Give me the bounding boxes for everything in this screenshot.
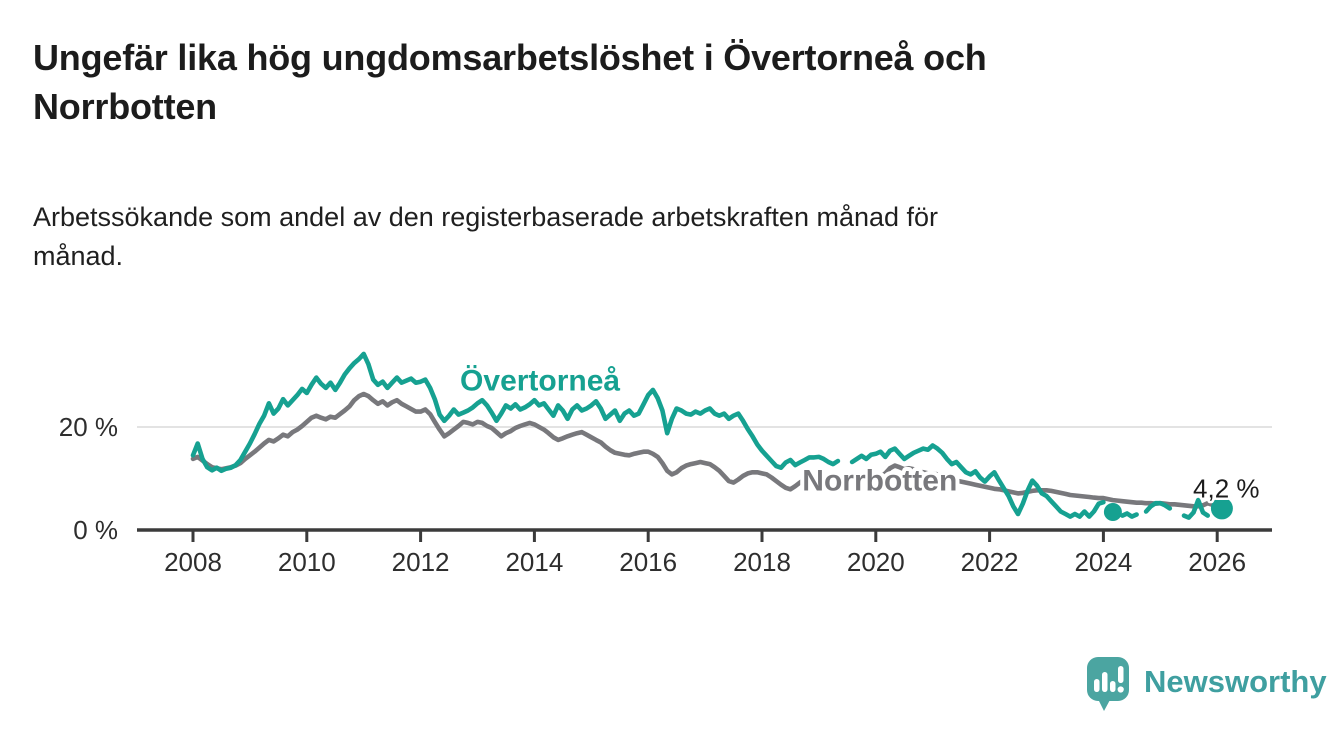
x-axis-label-2016: 2016 — [619, 547, 677, 577]
page-subtitle: Arbetssökande som andel av den registerb… — [33, 202, 939, 272]
series-line-norrbotten — [190, 391, 1225, 509]
end-point-marker-overtornea — [1210, 497, 1233, 520]
brand-footer: Newsworthy — [1085, 652, 1327, 712]
x-axis-label-2010: 2010 — [278, 547, 336, 577]
x-axis-label-2014: 2014 — [505, 547, 563, 577]
y-axis-label-20: 20 % — [59, 412, 118, 442]
x-axis-label-2026: 2026 — [1188, 547, 1246, 577]
logo-bar-short — [1094, 679, 1100, 692]
brand-text: Newsworthy — [1144, 664, 1327, 699]
newsworthy-logo-icon — [1087, 657, 1129, 711]
x-axis-label-2008: 2008 — [164, 547, 222, 577]
series-label-overtornea: Övertorneå — [460, 365, 620, 398]
x-axis-label-2012: 2012 — [392, 547, 450, 577]
logo-bar-tall — [1102, 672, 1108, 692]
logo-bubble-tail — [1097, 697, 1111, 711]
logo-bar-medium — [1110, 681, 1116, 692]
x-axis-label-2018: 2018 — [733, 547, 791, 577]
page-title: Ungefär lika hög ungdomsarbetslöshet i Ö… — [33, 37, 987, 127]
series-label-norrbotten: Norrbotten — [802, 465, 957, 498]
line-chart: 0 % 20 % 2008 2010 2012 2014 2016 2018 2020 2022 2… — [59, 320, 1272, 577]
logo-exclamation-bar — [1118, 666, 1124, 683]
y-axis-label-0: 0 % — [73, 515, 118, 545]
logo-exclamation-dot — [1117, 686, 1124, 693]
data-point-marker-overtornea — [1103, 503, 1122, 521]
x-axis-label-2022: 2022 — [961, 547, 1019, 577]
x-axis-label-2020: 2020 — [847, 547, 905, 577]
end-value-annotation: 4,2 % — [1193, 474, 1260, 504]
x-axis-label-2024: 2024 — [1074, 547, 1132, 577]
